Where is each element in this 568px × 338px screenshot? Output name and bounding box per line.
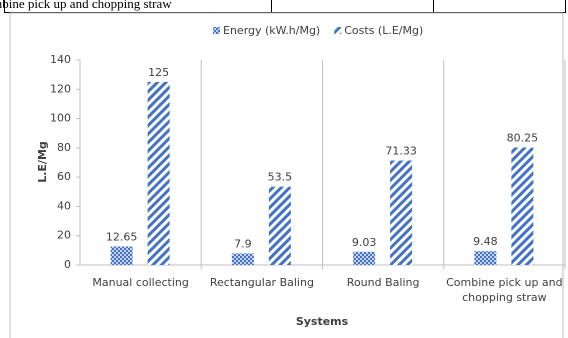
legend-swatch	[334, 27, 342, 34]
bar	[147, 81, 170, 265]
bar	[511, 147, 534, 265]
x-tick-label: Round Baling	[346, 276, 420, 289]
y-tick-label: 80	[57, 141, 71, 154]
bar	[110, 246, 133, 265]
y-tick-label: 140	[50, 53, 71, 66]
bar	[231, 253, 254, 265]
bar	[474, 251, 497, 265]
chart-border	[9, 12, 564, 338]
y-tick-label: 0	[64, 258, 71, 271]
cell-divider	[271, 0, 272, 12]
y-tick-label: 40	[57, 199, 71, 212]
data-label: 7.9	[234, 237, 252, 250]
data-label: 71.33	[385, 145, 417, 158]
legend-label: Costs (L.E/Mg)	[344, 24, 423, 37]
y-tick-label: 100	[50, 112, 71, 125]
data-label: 80.25	[507, 131, 539, 144]
x-tick-label: Rectangular Baling	[209, 276, 314, 289]
x-tick-label: Combine pick up and chopping straw	[446, 276, 563, 304]
y-tick-label: 120	[50, 82, 71, 95]
y-tick-label: 20	[57, 229, 71, 242]
x-axis-title: Systems	[296, 315, 349, 328]
data-label: 125	[148, 66, 169, 79]
data-label: 53.5	[268, 171, 293, 184]
legend-swatch	[213, 27, 220, 34]
cell-divider	[433, 0, 434, 12]
y-tick-label: 60	[57, 170, 71, 183]
x-tick-label: Manual collecting	[92, 276, 189, 289]
legend-label: Energy (kW.h/Mg)	[223, 24, 320, 37]
bar	[268, 186, 291, 265]
bar	[353, 251, 376, 265]
data-label: 12.65	[106, 230, 138, 243]
bar	[390, 160, 413, 265]
cell-text: Combine pick up and chopping straw	[0, 0, 172, 11]
data-label: 9.48	[473, 235, 498, 248]
y-axis-title: L.E/Mg	[36, 141, 49, 183]
data-label: 9.03	[352, 236, 377, 249]
